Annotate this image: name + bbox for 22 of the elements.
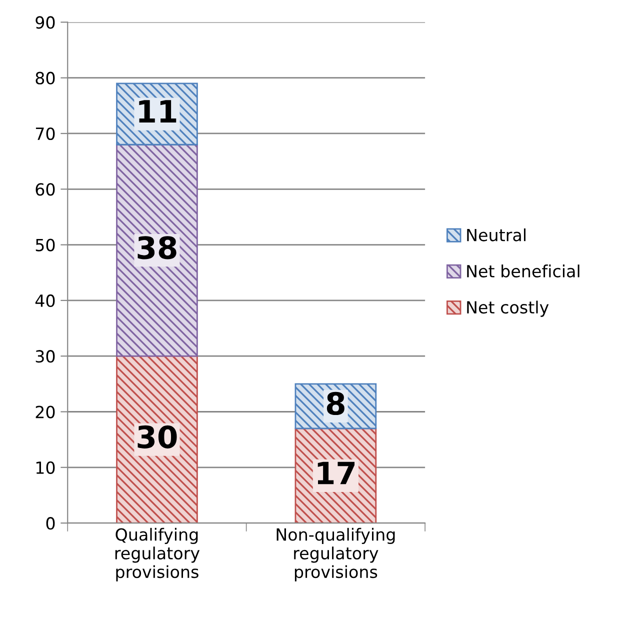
- x-tick-label: Non-qualifying regulatory provisions: [276, 528, 395, 582]
- legend-label: Neutral: [467, 228, 526, 242]
- y-tick-label: 10: [36, 461, 55, 474]
- y-tick-label: 50: [36, 238, 55, 252]
- y-tick-label: 60: [36, 183, 55, 196]
- x-tick-label: Qualifying regulatory provisions: [115, 528, 200, 582]
- data-label: 17: [318, 462, 355, 484]
- y-tick-label: 40: [35, 294, 55, 308]
- data-label: 8: [326, 392, 344, 416]
- y-tick-label: 70: [36, 127, 55, 140]
- y-tick-label: 80: [36, 72, 55, 84]
- y-tick-label: 30: [36, 350, 55, 363]
- data-label: 38: [138, 236, 176, 260]
- y-tick-label: 90: [36, 16, 55, 29]
- y-tick-label: 0: [46, 517, 55, 530]
- y-tick-label: 20: [36, 406, 55, 418]
- bar: [116, 355, 198, 524]
- bar: [116, 144, 198, 357]
- data-label: 11: [139, 100, 176, 122]
- legend-label: Net costly: [467, 300, 549, 317]
- legend-label: Net beneficial: [467, 264, 580, 278]
- data-label: 30: [138, 425, 177, 448]
